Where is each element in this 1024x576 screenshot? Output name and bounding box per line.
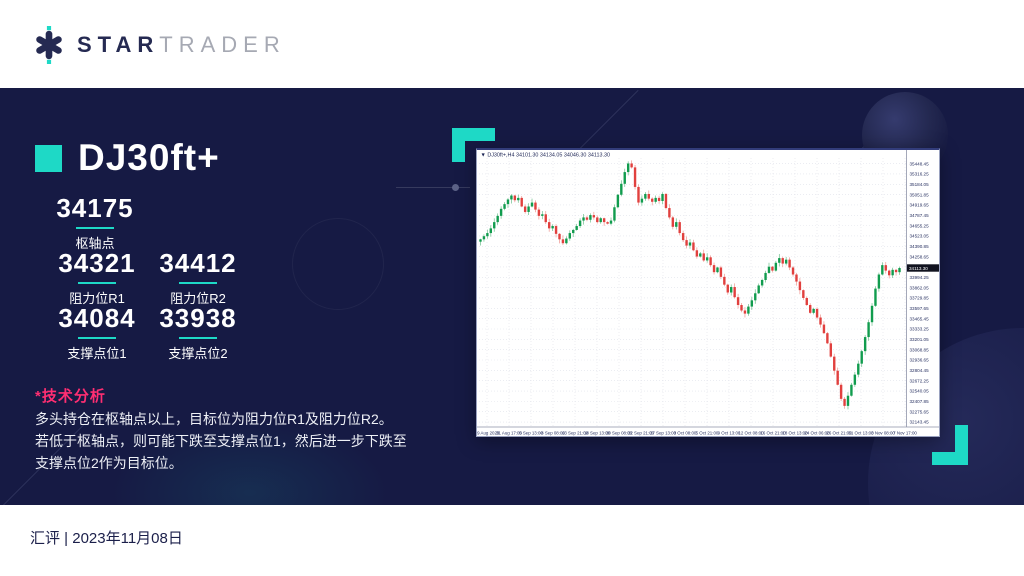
svg-text:34655.25: 34655.25 <box>910 223 930 228</box>
resistance-r2-label: 阻力位R2 <box>170 291 226 306</box>
svg-text:29 Aug 2023: 29 Aug 2023 <box>477 431 500 436</box>
teal-underline <box>179 282 217 284</box>
svg-text:34919.65: 34919.65 <box>910 203 930 208</box>
pivot-label: 枢轴点 <box>75 236 115 251</box>
resistance-r1-value: 34321 <box>58 248 136 278</box>
page-title: DJ30ft+ <box>78 137 220 178</box>
svg-text:16 Oct 21:00: 16 Oct 21:00 <box>760 431 786 436</box>
analysis-line: 支撑点位2作为目标位。 <box>35 455 183 471</box>
support-s1-level: 34084 支撑点位1 <box>27 303 167 362</box>
svg-text:32672.25: 32672.25 <box>910 378 930 383</box>
support-s2-level: 33938 支撑点位2 <box>128 303 268 362</box>
svg-text:33068.85: 33068.85 <box>910 347 930 352</box>
svg-text:35184.05: 35184.05 <box>910 182 930 187</box>
teal-underline <box>78 282 116 284</box>
resistance-r1-label: 阻力位R1 <box>69 291 125 306</box>
svg-text:▼ DJ30ft+,H4 34101.30 34134.0: ▼ DJ30ft+,H4 34101.30 34134.05 34046.30 … <box>481 153 610 159</box>
decor-ring <box>292 218 384 310</box>
brand-logo: STAR TRADER <box>30 26 286 64</box>
main-section: DJ30ft+ 34175 枢轴点 34321 阻力位R1 34412 阻力位R… <box>0 88 1024 505</box>
svg-text:33597.65: 33597.65 <box>910 306 930 311</box>
svg-text:31 Oct 13:00: 31 Oct 13:00 <box>848 431 874 436</box>
svg-text:18 Oct 13:00: 18 Oct 13:00 <box>782 431 808 436</box>
resistance-r2-level: 34412 阻力位R2 <box>128 248 268 307</box>
svg-text:33994.25: 33994.25 <box>910 275 930 280</box>
title-bullet-square <box>35 144 62 172</box>
svg-text:35316.25: 35316.25 <box>910 172 930 177</box>
svg-text:32936.65: 32936.65 <box>910 358 930 363</box>
svg-text:35448.45: 35448.45 <box>910 161 930 166</box>
svg-text:22 Sep 21:00: 22 Sep 21:00 <box>628 431 655 436</box>
svg-text:33201.05: 33201.05 <box>910 337 930 342</box>
support-s1-value: 34084 <box>58 303 136 333</box>
pivot-level: 34175 枢轴点 <box>25 193 165 252</box>
price-chart-panel: 35448.45 35316.25 35184.05 35051.85 34919.65… <box>476 148 940 437</box>
analysis-paragraph: 多头持仓在枢轴点以上，目标位为阻力位R1及阻力位R2。 若低于枢轴点，则可能下跌… <box>35 408 465 474</box>
svg-text:8 Sep 08:00: 8 Sep 08:00 <box>541 431 565 436</box>
svg-text:32143.45: 32143.45 <box>910 420 930 425</box>
svg-text:32407.85: 32407.85 <box>910 399 930 404</box>
analysis-line: 多头持仓在枢轴点以上，目标位为阻力位R1及阻力位R2。 <box>35 411 393 427</box>
svg-text:34787.45: 34787.45 <box>910 213 930 218</box>
svg-text:13 Sep 21:00: 13 Sep 21:00 <box>562 431 589 436</box>
pivot-value: 34175 <box>56 193 134 223</box>
svg-text:18 Sep 13:00: 18 Sep 13:00 <box>584 431 611 436</box>
chart-svg: 35448.45 35316.25 35184.05 35051.85 34919.65… <box>477 150 939 436</box>
svg-text:9 Oct 13:00: 9 Oct 13:00 <box>718 431 741 436</box>
svg-text:33333.25: 33333.25 <box>910 327 930 332</box>
svg-text:3 Oct 08:00: 3 Oct 08:00 <box>674 431 697 436</box>
svg-text:32275.65: 32275.65 <box>910 409 930 414</box>
svg-text:32540.05: 32540.05 <box>910 389 930 394</box>
decor-horizontal-line <box>396 187 470 188</box>
teal-underline <box>179 337 217 339</box>
analysis-heading: *技术分析 <box>35 388 106 405</box>
svg-text:24 Oct 06:00: 24 Oct 06:00 <box>804 431 830 436</box>
svg-text:33862.05: 33862.05 <box>910 285 930 290</box>
svg-text:34113.30: 34113.30 <box>909 266 928 271</box>
svg-text:7 Nov 17:00: 7 Nov 17:00 <box>893 431 917 436</box>
resistance-r2-value: 34412 <box>159 248 237 278</box>
footer-text: 汇评 | 2023年11月08日 <box>30 530 183 547</box>
brand-star-text: STAR <box>77 32 160 57</box>
footer-bar: 汇评 | 2023年11月08日 <box>0 505 1024 576</box>
support-s2-label: 支撑点位2 <box>168 346 228 361</box>
header-bar: STAR TRADER <box>0 0 1024 88</box>
decor-dot <box>452 184 459 191</box>
svg-text:5 Oct 21:00: 5 Oct 21:00 <box>696 431 719 436</box>
svg-text:34523.05: 34523.05 <box>910 234 930 239</box>
svg-text:3 Nov 08:00: 3 Nov 08:00 <box>871 431 895 436</box>
svg-text:31 Aug 17:00: 31 Aug 17:00 <box>496 431 522 436</box>
analysis-line: 若低于枢轴点，则可能下跌至支撑点位1，然后进一步下跌至 <box>35 433 407 449</box>
svg-text:27 Sep 13:00: 27 Sep 13:00 <box>650 431 677 436</box>
bracket-bottom-right-icon <box>932 452 968 465</box>
svg-text:5 Sep 13:00: 5 Sep 13:00 <box>519 431 543 436</box>
star-logo-icon <box>36 26 62 64</box>
svg-text:33465.45: 33465.45 <box>910 316 930 321</box>
resistance-r1-level: 34321 阻力位R1 <box>27 248 167 307</box>
svg-text:26 Oct 21:00: 26 Oct 21:00 <box>826 431 852 436</box>
support-s1-label: 支撑点位1 <box>67 346 127 361</box>
svg-text:34390.85: 34390.85 <box>910 244 930 249</box>
svg-text:20 Sep 08:00: 20 Sep 08:00 <box>606 431 633 436</box>
svg-text:34258.65: 34258.65 <box>910 254 930 259</box>
svg-text:12 Oct 08:00: 12 Oct 08:00 <box>738 431 764 436</box>
svg-text:32804.45: 32804.45 <box>910 368 930 373</box>
brand-trader-text: TRADER <box>159 32 286 57</box>
teal-underline <box>76 227 114 229</box>
support-s2-value: 33938 <box>159 303 237 333</box>
bracket-top-left-icon <box>452 128 465 162</box>
svg-text:35051.85: 35051.85 <box>910 192 930 197</box>
svg-text:33729.85: 33729.85 <box>910 296 930 301</box>
instrument-title-row: DJ30ft+ <box>35 137 220 179</box>
teal-underline <box>78 337 116 339</box>
brand-wordmark: STAR TRADER <box>77 32 286 58</box>
